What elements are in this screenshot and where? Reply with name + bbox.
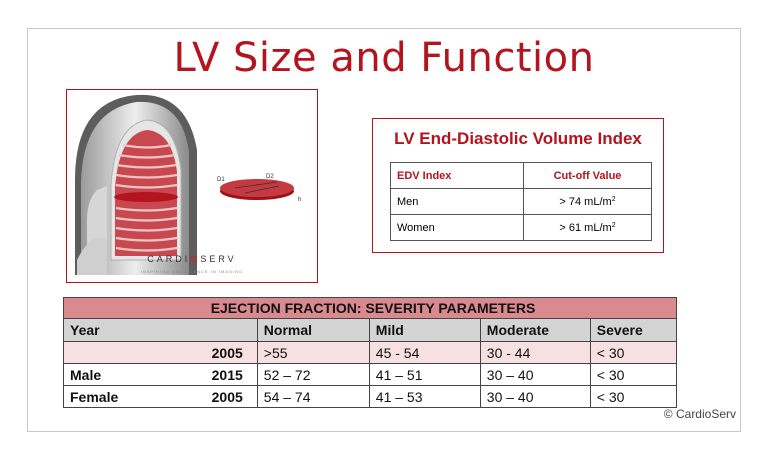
row-sex: Male [63,363,136,386]
edv-header-cutoff: Cut-off Value [523,162,652,189]
table-row: Men > 74 mL/m2 [390,188,652,215]
d2-label: D2 [266,174,274,180]
edv-row-label: Women [390,214,524,241]
edv-table: EDV Index Cut-off Value Men > 74 mL/m2 W… [390,162,652,241]
ef-table-title: EJECTION FRACTION: SEVERITY PARAMETERS [63,297,677,319]
row-normal: >55 [256,341,370,364]
edv-row-value: > 61 mL/m2 [523,214,652,241]
table-row: Male 2015 52 – 72 41 – 51 30 – 40 < 30 [63,363,678,386]
table-header-row: EDV Index Cut-off Value [390,162,652,189]
edv-row-value: > 74 mL/m2 [523,188,652,215]
logo-tagline: INSPIRING EXCELLENCE IN IMAGING [140,269,244,274]
cardioserv-logo: CARDIOSERV [147,254,237,264]
row-mild: 41 – 53 [368,385,481,408]
lv-diagram-icon [75,94,294,275]
row-moderate: 30 - 44 [479,341,591,364]
copyright-notice: © CardioServ [663,407,736,421]
edv-row-label: Men [390,188,524,215]
row-severe: < 30 [589,341,678,364]
table-row: 2005 >55 45 - 54 30 - 44 < 30 [63,341,678,364]
row-normal: 52 – 72 [256,363,370,386]
row-sex: Female [63,385,136,408]
row-moderate: 30 – 40 [479,363,591,386]
edv-title: LV End-Diastolic Volume Index [394,129,642,148]
col-year: Year [63,318,258,342]
row-year: 2015 [136,363,258,386]
edv-index-panel: LV End-Diastolic Volume Index EDV Index … [372,118,664,253]
lv-illustration: D1 D2 h CARDIOSERV INSPIRING EXCELLENCE … [66,89,318,283]
row-mild: 45 - 54 [368,341,481,364]
row-mild: 41 – 51 [368,363,481,386]
row-sex [63,341,136,364]
ejection-fraction-table: EJECTION FRACTION: SEVERITY PARAMETERS Y… [63,297,678,408]
col-normal: Normal [256,318,370,342]
row-severe: < 30 [589,363,678,386]
table-row: Female 2005 54 – 74 41 – 53 30 – 40 < 30 [63,385,678,408]
col-severe: Severe [589,318,678,342]
table-header-row: Year Normal Mild Moderate Severe [63,318,678,342]
edv-header-index: EDV Index [390,162,524,189]
row-year: 2005 [136,341,258,364]
table-row: Women > 61 mL/m2 [390,214,652,241]
row-normal: 54 – 74 [256,385,370,408]
d1-label: D1 [217,177,225,183]
table-title-row: EJECTION FRACTION: SEVERITY PARAMETERS [63,297,677,319]
row-year: 2005 [136,385,258,408]
col-mild: Mild [368,318,481,342]
col-moderate: Moderate [479,318,591,342]
row-severe: < 30 [589,385,678,408]
page-title: LV Size and Function [173,35,595,81]
row-moderate: 30 – 40 [479,385,591,408]
h-label: h [298,197,302,203]
